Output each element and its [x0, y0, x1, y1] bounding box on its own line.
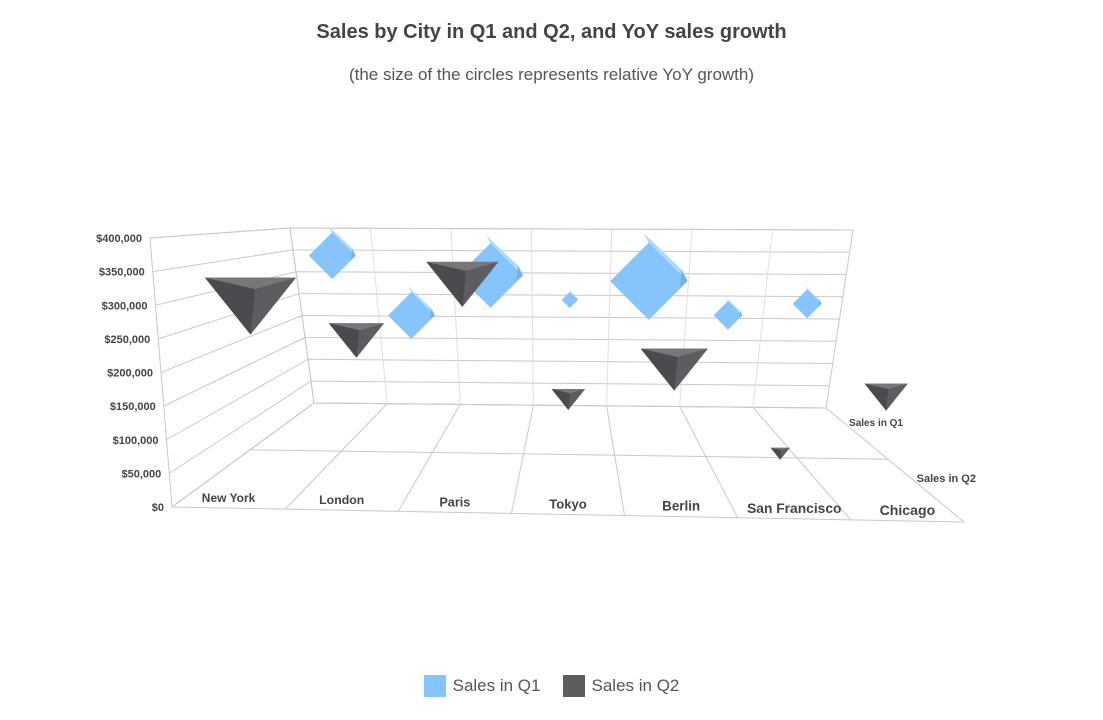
x-category-label: San Francisco [747, 501, 841, 516]
floor-depth-divider [250, 449, 889, 460]
back-wall-gridline [295, 271, 847, 275]
chart-subtitle: (the size of the circles represents rela… [348, 65, 755, 84]
legend-item-q2[interactable]: Sales in Q2 [562, 675, 680, 697]
q2-pyramid-top-face [551, 389, 586, 394]
left-wall-gridline [168, 380, 312, 474]
q2-pyramid-side-face [640, 348, 678, 391]
floor-category-divider [606, 405, 626, 516]
q2-pyramid-side-face [551, 389, 571, 411]
q1-cube-marker [308, 232, 356, 280]
y-tick-label: $150,000 [110, 401, 156, 413]
chart-legend: Sales in Q1 Sales in Q2 [0, 675, 1103, 697]
q1-cube-side-face [350, 248, 356, 260]
q1-cube-side-face [516, 265, 523, 281]
x-category-label: Paris [439, 495, 470, 509]
q1-cube-side-face [818, 299, 822, 306]
back-wall-vertical [530, 228, 534, 406]
q1-cube-top-face [643, 232, 688, 282]
y-tick-label: $200,000 [107, 368, 153, 380]
left-wall-gridline [163, 336, 306, 407]
floor-category-divider [752, 406, 852, 521]
back-wall-gridline [289, 227, 854, 231]
legend-label-q1: Sales in Q1 [452, 676, 541, 695]
y-tick-label: $100,000 [113, 435, 159, 447]
q2-pyramid-top-face [328, 323, 385, 331]
q2-pyramid-side-face [328, 323, 360, 358]
q1-cube-top-face [407, 286, 435, 316]
left-wall-gridline [160, 315, 303, 373]
back-wall-gridline [307, 358, 833, 364]
back-wall-gridline [310, 380, 830, 387]
q2-pyramid-side-face [426, 261, 467, 307]
x-category-label: Chicago [880, 502, 936, 518]
depth-label: Sales in Q2 [917, 473, 976, 485]
q1-cube-marker [561, 291, 578, 308]
back-wall-vertical [369, 228, 388, 404]
back-wall-vertical [450, 228, 461, 405]
q1-cube-top-face [328, 226, 356, 256]
q2-pyramid-top-face [770, 447, 790, 451]
q1-cube-marker [792, 289, 822, 319]
back-wall-vertical [752, 229, 774, 408]
back-wall-gridline [292, 249, 850, 253]
legend-label-q2: Sales in Q2 [591, 676, 680, 695]
q1-cube-top-face [804, 285, 822, 304]
x-category-label: New York [202, 491, 256, 505]
left-wall-gridline [149, 227, 291, 239]
q2-pyramid-top-face [426, 261, 499, 271]
floor-category-divider [679, 406, 739, 518]
q1-cube-marker [388, 292, 435, 339]
left-wall-gridline [171, 402, 315, 508]
q1-cube-top-face [485, 235, 523, 276]
depth-label: Sales in Q1 [849, 418, 903, 429]
q1-cube-top-face [568, 289, 578, 300]
q1-cube-side-face [576, 297, 578, 302]
q1-cube-side-face [739, 311, 743, 318]
q2-pyramid-side-face [204, 277, 256, 335]
x-category-label: London [319, 493, 364, 507]
y-tick-label: $50,000 [121, 468, 161, 480]
y-tick-label: $300,000 [102, 300, 148, 312]
q1-cube-side-face [679, 269, 688, 287]
q1-cube-marker [713, 300, 743, 330]
y-tick-label: $0 [152, 502, 164, 514]
q1-cube-side-face [430, 308, 435, 319]
floor-category-divider [510, 405, 534, 514]
back-wall [289, 227, 854, 409]
back-wall-gridline [304, 336, 837, 342]
chart-title: Sales by City in Q1 and Q2, and YoY sale… [316, 21, 787, 43]
q1-cube-marker [610, 242, 688, 320]
q2-pyramid-top-face [864, 383, 908, 390]
back-wall-gridline [301, 315, 840, 320]
x-category-label: Tokyo [549, 497, 587, 512]
q1-cube-top-face [725, 297, 743, 316]
legend-swatch-q2 [562, 675, 585, 697]
q2-pyramid-top-face [640, 348, 708, 358]
q2-pyramid-top-face [204, 277, 297, 290]
floor-category-divider [284, 403, 388, 510]
left-wall-gridline [152, 249, 294, 273]
floor-category-divider [397, 404, 461, 512]
y-tick-label: $250,000 [104, 334, 150, 346]
left-wall-gridline [166, 358, 309, 441]
q2-pyramid-side-face [864, 383, 889, 411]
back-wall-vertical [606, 229, 613, 406]
x-category-label: Berlin [662, 499, 700, 514]
q2-pyramid-side-face [770, 447, 782, 460]
y-tick-label: $400,000 [96, 233, 142, 245]
y-tick-label: $350,000 [99, 267, 145, 279]
legend-item-q1[interactable]: Sales in Q1 [423, 675, 541, 697]
legend-swatch-q1 [423, 675, 446, 697]
